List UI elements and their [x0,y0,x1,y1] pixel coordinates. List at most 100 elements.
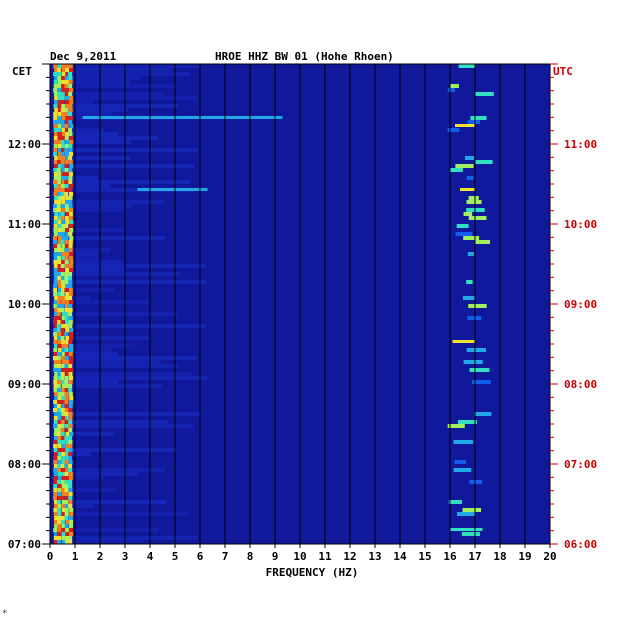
spectrogram-cell-low-band [53,216,58,221]
spectrogram-cell-low-band [68,188,73,193]
spectrogram-cell-high-band [447,424,465,428]
spectrogram-cell-low-band [61,168,66,173]
spectrogram-cell-low-band [68,480,73,485]
spectrogram-cell-low-band [57,368,62,373]
spectrogram-cell-low-band [68,380,73,385]
spectrogram-cell-low-band [64,160,69,165]
spectrogram-cell-low-band [57,420,62,425]
spectrogram-cell-low-band [69,220,74,225]
spectrogram-cell-low-band [68,428,73,433]
spectrogram-cell-low-band [61,528,66,533]
spectrogram-cell-high-band [457,420,477,424]
spectrogram-cell-low-band [57,192,62,197]
spectrogram-row-energy [70,112,113,116]
spectrogram-cell-low-band [69,328,74,333]
spectrogram-cell-low-band [60,96,65,101]
spectrogram-cell-low-band [57,80,62,85]
spectrogram-cell-low-band [64,512,69,517]
spectrogram-cell-low-band [57,380,62,385]
spectrogram-cell-low-band [57,340,62,345]
spectrogram-cell-low-band [53,292,58,297]
spectrogram-cell-low-band [53,336,58,341]
spectrogram-cell-low-band [65,152,70,157]
x-axis-label: FREQUENCY (HZ) [266,566,359,579]
spectrogram-cell-low-band [61,136,66,141]
spectrogram-cell-low-band [53,140,58,145]
spectrogram-event-streak [137,188,208,191]
spectrogram-cell-low-band [57,460,62,465]
spectrogram-cell-low-band [64,288,69,293]
spectrogram-cell-low-band [53,164,58,169]
spectrogram-cell-low-band [53,236,58,241]
spectrogram-cell-low-band [69,356,74,361]
spectrogram-cell-low-band [60,264,65,269]
spectrogram-cell-low-band [65,496,70,501]
spectrogram-cell-low-band [53,280,58,285]
right-time-tick-label: 08:00 [564,378,597,391]
spectrogram-cell-low-band [60,152,65,157]
spectrogram-cell-low-band [60,196,65,201]
spectrogram-cell-low-band [57,140,62,145]
spectrogram-cell-low-band [57,188,62,193]
spectrogram-cell-high-band [466,176,474,180]
spectrogram-cell-low-band [57,400,62,405]
spectrogram-cell-low-band [61,88,66,93]
spectrogram-cell-low-band [65,416,70,421]
spectrogram-cell-low-band [54,532,59,537]
spectrogram-cell-low-band [69,208,74,213]
spectrogram-cell-high-band [450,168,463,172]
x-tick-label: 0 [47,550,54,563]
spectrogram-cell-low-band [64,96,69,101]
spectrogram-cell-low-band [61,476,66,481]
spectrogram-cell-low-band [53,484,58,489]
spectrogram-cell-low-band [68,176,73,181]
spectrogram-cell-low-band [64,396,69,401]
spectrogram-row-energy [70,260,124,264]
spectrogram-cell-low-band [53,360,58,365]
spectrogram-cell-low-band [65,252,70,257]
spectrogram-cell-low-band [68,372,73,377]
spectrogram-cell-low-band [64,124,69,129]
spectrogram-cell-low-band [53,116,58,121]
spectrogram-cell-low-band [68,84,73,89]
spectrogram-cell-low-band [68,144,73,149]
spectrogram-cell-low-band [65,204,70,209]
spectrogram-cell-low-band [68,312,73,317]
right-axis-title: UTC [553,65,573,78]
spectrogram-cell-low-band [57,76,62,81]
spectrogram-row-energy [70,208,127,212]
spectrogram-cell-low-band [68,292,73,297]
spectrogram-cell-low-band [57,104,62,109]
right-time-tick-label: 11:00 [564,138,597,151]
left-time-tick-label: 12:00 [8,138,41,151]
spectrogram-cell-low-band [61,396,66,401]
spectrogram-cell-low-band [68,276,73,281]
spectrogram-cell-low-band [53,340,58,345]
spectrogram-cell-low-band [60,496,65,501]
spectrogram-row-energy [70,504,95,508]
spectrogram-cell-low-band [69,368,74,373]
spectrogram-cell-low-band [64,236,69,241]
right-time-tick-label: 09:00 [564,298,597,311]
spectrogram-event-streak [455,124,475,127]
right-time-tick-label: 06:00 [564,538,597,551]
spectrogram-row-energy [70,200,164,204]
spectrogram-row-energy [70,536,199,540]
spectrogram-cell-low-band [68,96,73,101]
spectrogram-cell-low-band [69,68,74,73]
spectrogram-cell-low-band [68,388,73,393]
spectrogram-cell-low-band [54,68,59,73]
spectrogram-cell-low-band [64,188,69,193]
spectrogram-cell-low-band [53,228,58,233]
left-axis-title: CET [12,65,32,78]
spectrogram-cell-low-band [61,172,66,177]
spectrogram-cell-low-band [57,284,62,289]
spectrogram-cell-low-band [56,312,61,317]
spectrogram-cell-low-band [64,500,69,505]
spectrogram-cell-low-band [60,364,65,369]
left-time-tick-label: 08:00 [8,458,41,471]
spectrogram-cell-high-band [475,240,491,244]
spectrogram-cell-high-band [468,216,487,220]
spectrogram-cell-low-band [68,340,73,345]
spectrogram-cell-low-band [56,480,61,485]
